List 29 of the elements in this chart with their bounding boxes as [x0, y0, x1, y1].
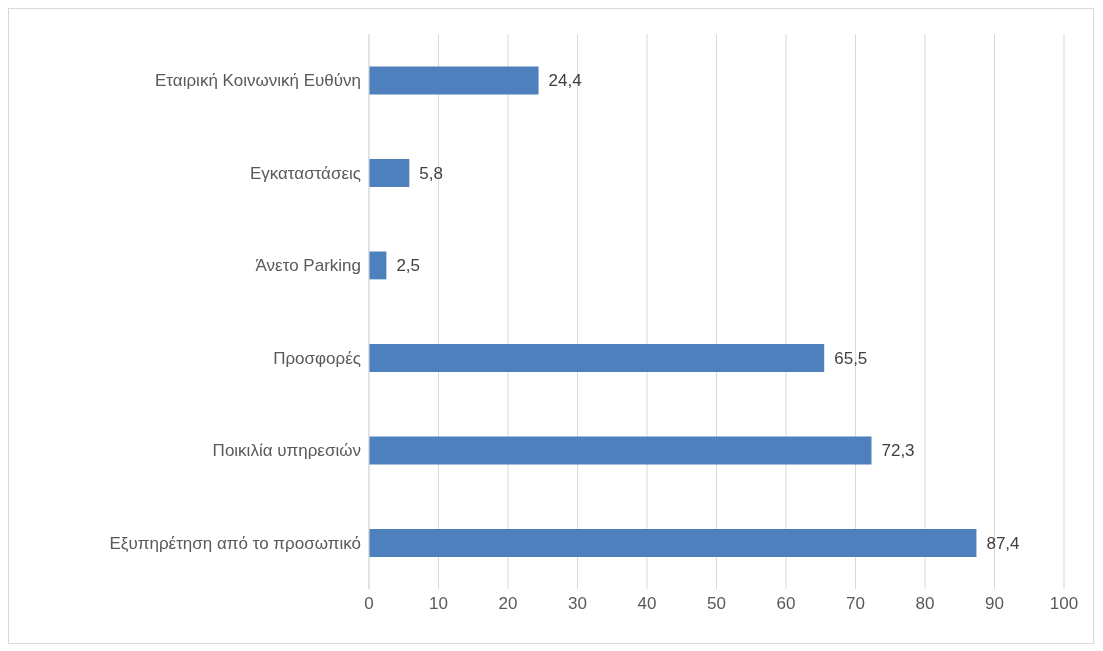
y-tick-label: Άνετο Parking — [255, 256, 361, 276]
bar — [369, 66, 539, 95]
x-tick-label: 0 — [364, 594, 374, 614]
data-label: 5,8 — [419, 163, 443, 183]
x-tick-label: 10 — [429, 594, 448, 614]
bar — [369, 436, 872, 465]
data-label: 65,5 — [834, 348, 868, 368]
bar — [369, 251, 387, 280]
y-tick-label: Προσφορές — [273, 348, 361, 368]
bar — [369, 343, 825, 372]
x-tick-label: 80 — [915, 594, 935, 614]
data-label: 24,4 — [548, 71, 582, 91]
x-tick-label: 40 — [637, 594, 657, 614]
bar — [369, 158, 410, 187]
y-tick-label: Εγκαταστάσεις — [249, 163, 361, 183]
x-tick-label: 90 — [985, 594, 1004, 614]
data-label: 87,4 — [986, 533, 1020, 553]
x-tick-label: 20 — [498, 594, 518, 614]
data-label: 72,3 — [881, 441, 915, 461]
bar — [369, 528, 977, 557]
x-tick-label: 70 — [846, 594, 865, 614]
y-tick-label: Εταιρική Κοινωνική Ευθύνη — [155, 71, 361, 91]
x-tick-label: 30 — [568, 594, 587, 614]
y-tick-label: Εξυπηρέτηση από το προσωπικό — [109, 533, 361, 553]
y-tick-label: Ποικιλία υπηρεσιών — [212, 441, 361, 461]
x-tick-label: 50 — [707, 594, 726, 614]
data-label: 2,5 — [396, 256, 421, 276]
x-tick-label: 100 — [1049, 594, 1079, 614]
x-tick-label: 60 — [776, 594, 796, 614]
